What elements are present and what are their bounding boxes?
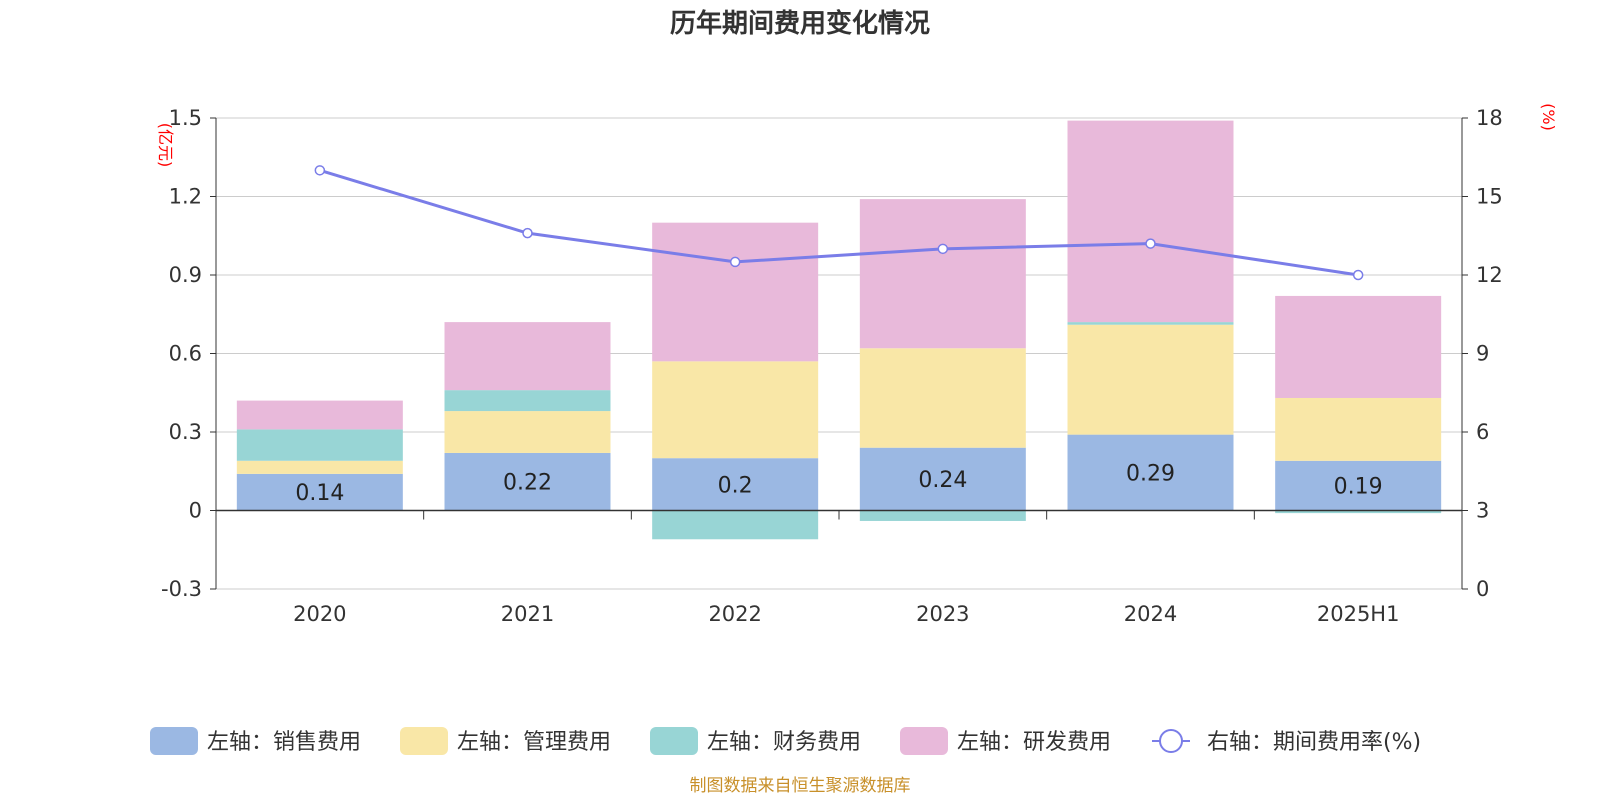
left-tick-label: 0.3 xyxy=(169,420,202,444)
axes: -0.3 0 0.3 0.6 0.9 1.2 1.5 0 3 6 9 12 15 18 2020 2021 20… xyxy=(161,106,1503,626)
legend-swatch xyxy=(400,727,448,755)
rate-point xyxy=(1352,269,1364,281)
x-tick-label: 2022 xyxy=(708,602,761,626)
legend-label: 左轴：研发费用 xyxy=(957,730,1111,755)
bars xyxy=(236,120,1442,540)
bar-segment xyxy=(236,429,403,461)
right-tick-label: 15 xyxy=(1476,185,1503,209)
x-tick-label: 2021 xyxy=(501,602,554,626)
source-note: 制图数据来自恒生聚源数据库 xyxy=(690,776,911,796)
bar-segment xyxy=(1275,295,1442,398)
x-tick-label: 2023 xyxy=(916,602,969,626)
right-tick-label: 12 xyxy=(1476,263,1503,287)
left-tick-label: 0 xyxy=(189,499,202,523)
bar-segment xyxy=(652,222,819,362)
right-tick-label: 3 xyxy=(1476,499,1489,523)
legend-swatch xyxy=(900,727,948,755)
chart-title: 历年期间费用变化情况 xyxy=(670,8,930,39)
left-tick-label: -0.3 xyxy=(161,577,202,601)
bar-segment xyxy=(444,390,611,412)
legend-swatch xyxy=(650,727,698,755)
bar-segment xyxy=(444,452,611,511)
left-tick-label: 0.9 xyxy=(169,263,202,287)
left-tick-label: 1.2 xyxy=(169,185,202,209)
bar-segment xyxy=(444,322,611,391)
rate-line xyxy=(314,165,1364,281)
legend-label: 左轴：管理费用 xyxy=(457,730,611,755)
rate-point xyxy=(314,165,326,176)
legend-label: 右轴：期间费用率(%) xyxy=(1207,730,1421,755)
rate-point xyxy=(937,243,949,255)
bar-segment xyxy=(859,447,1026,511)
x-tick-label: 2024 xyxy=(1124,602,1177,626)
left-tick-label: 0.6 xyxy=(169,342,202,366)
right-tick-label: 9 xyxy=(1476,342,1489,366)
legend-swatch xyxy=(150,727,198,755)
rate-point xyxy=(729,256,741,268)
bar-segment xyxy=(236,473,403,511)
data-label: 0.19 xyxy=(1334,475,1383,500)
bar-segment xyxy=(652,510,819,540)
data-label: 0.14 xyxy=(295,481,344,506)
x-tick-label: 2025H1 xyxy=(1317,602,1400,626)
data-label: 0.29 xyxy=(1126,462,1175,487)
grid-lines xyxy=(216,117,1462,590)
rate-point xyxy=(522,227,533,239)
bar-segment xyxy=(236,400,403,430)
bar-segment xyxy=(1275,460,1442,511)
right-axis-unit: (%) xyxy=(1539,103,1558,131)
right-tick-label: 0 xyxy=(1476,577,1489,601)
left-axis-unit: (亿元) xyxy=(156,123,175,168)
data-label: 0.22 xyxy=(503,471,552,496)
bar-segment xyxy=(444,411,611,453)
bar-segment xyxy=(1067,324,1234,435)
legend-label: 左轴：财务费用 xyxy=(707,730,861,755)
data-label: 0.24 xyxy=(918,468,967,493)
bar-segment xyxy=(1067,120,1234,323)
bar-segment xyxy=(236,460,403,474)
bar-segment xyxy=(652,361,819,459)
x-tick-label: 2020 xyxy=(293,602,346,626)
bar-segment xyxy=(859,348,1026,448)
data-labels: 0.14 0.22 0.2 0.24 0.29 0.19 xyxy=(295,462,1382,507)
rate-point xyxy=(1145,238,1156,249)
data-label: 0.2 xyxy=(718,473,753,498)
legend-label: 左轴：销售费用 xyxy=(207,730,361,755)
bar-segment xyxy=(859,199,1026,349)
bar-segment xyxy=(1275,510,1442,514)
left-tick-label: 1.5 xyxy=(169,106,202,130)
bar-segment xyxy=(859,510,1026,521)
bar-segment xyxy=(652,458,819,511)
bar-segment xyxy=(1275,397,1442,461)
right-tick-label: 6 xyxy=(1476,420,1489,444)
bar-segment xyxy=(1067,322,1234,325)
legend: 左轴：销售费用 左轴：管理费用 左轴：财务费用 左轴：研发费用 右轴：期间费用率(%) xyxy=(150,727,1421,755)
bar-segment xyxy=(1067,434,1234,511)
legend-marker xyxy=(1159,729,1183,753)
rate-line-path xyxy=(319,168,1359,277)
right-tick-label: 18 xyxy=(1476,106,1503,130)
